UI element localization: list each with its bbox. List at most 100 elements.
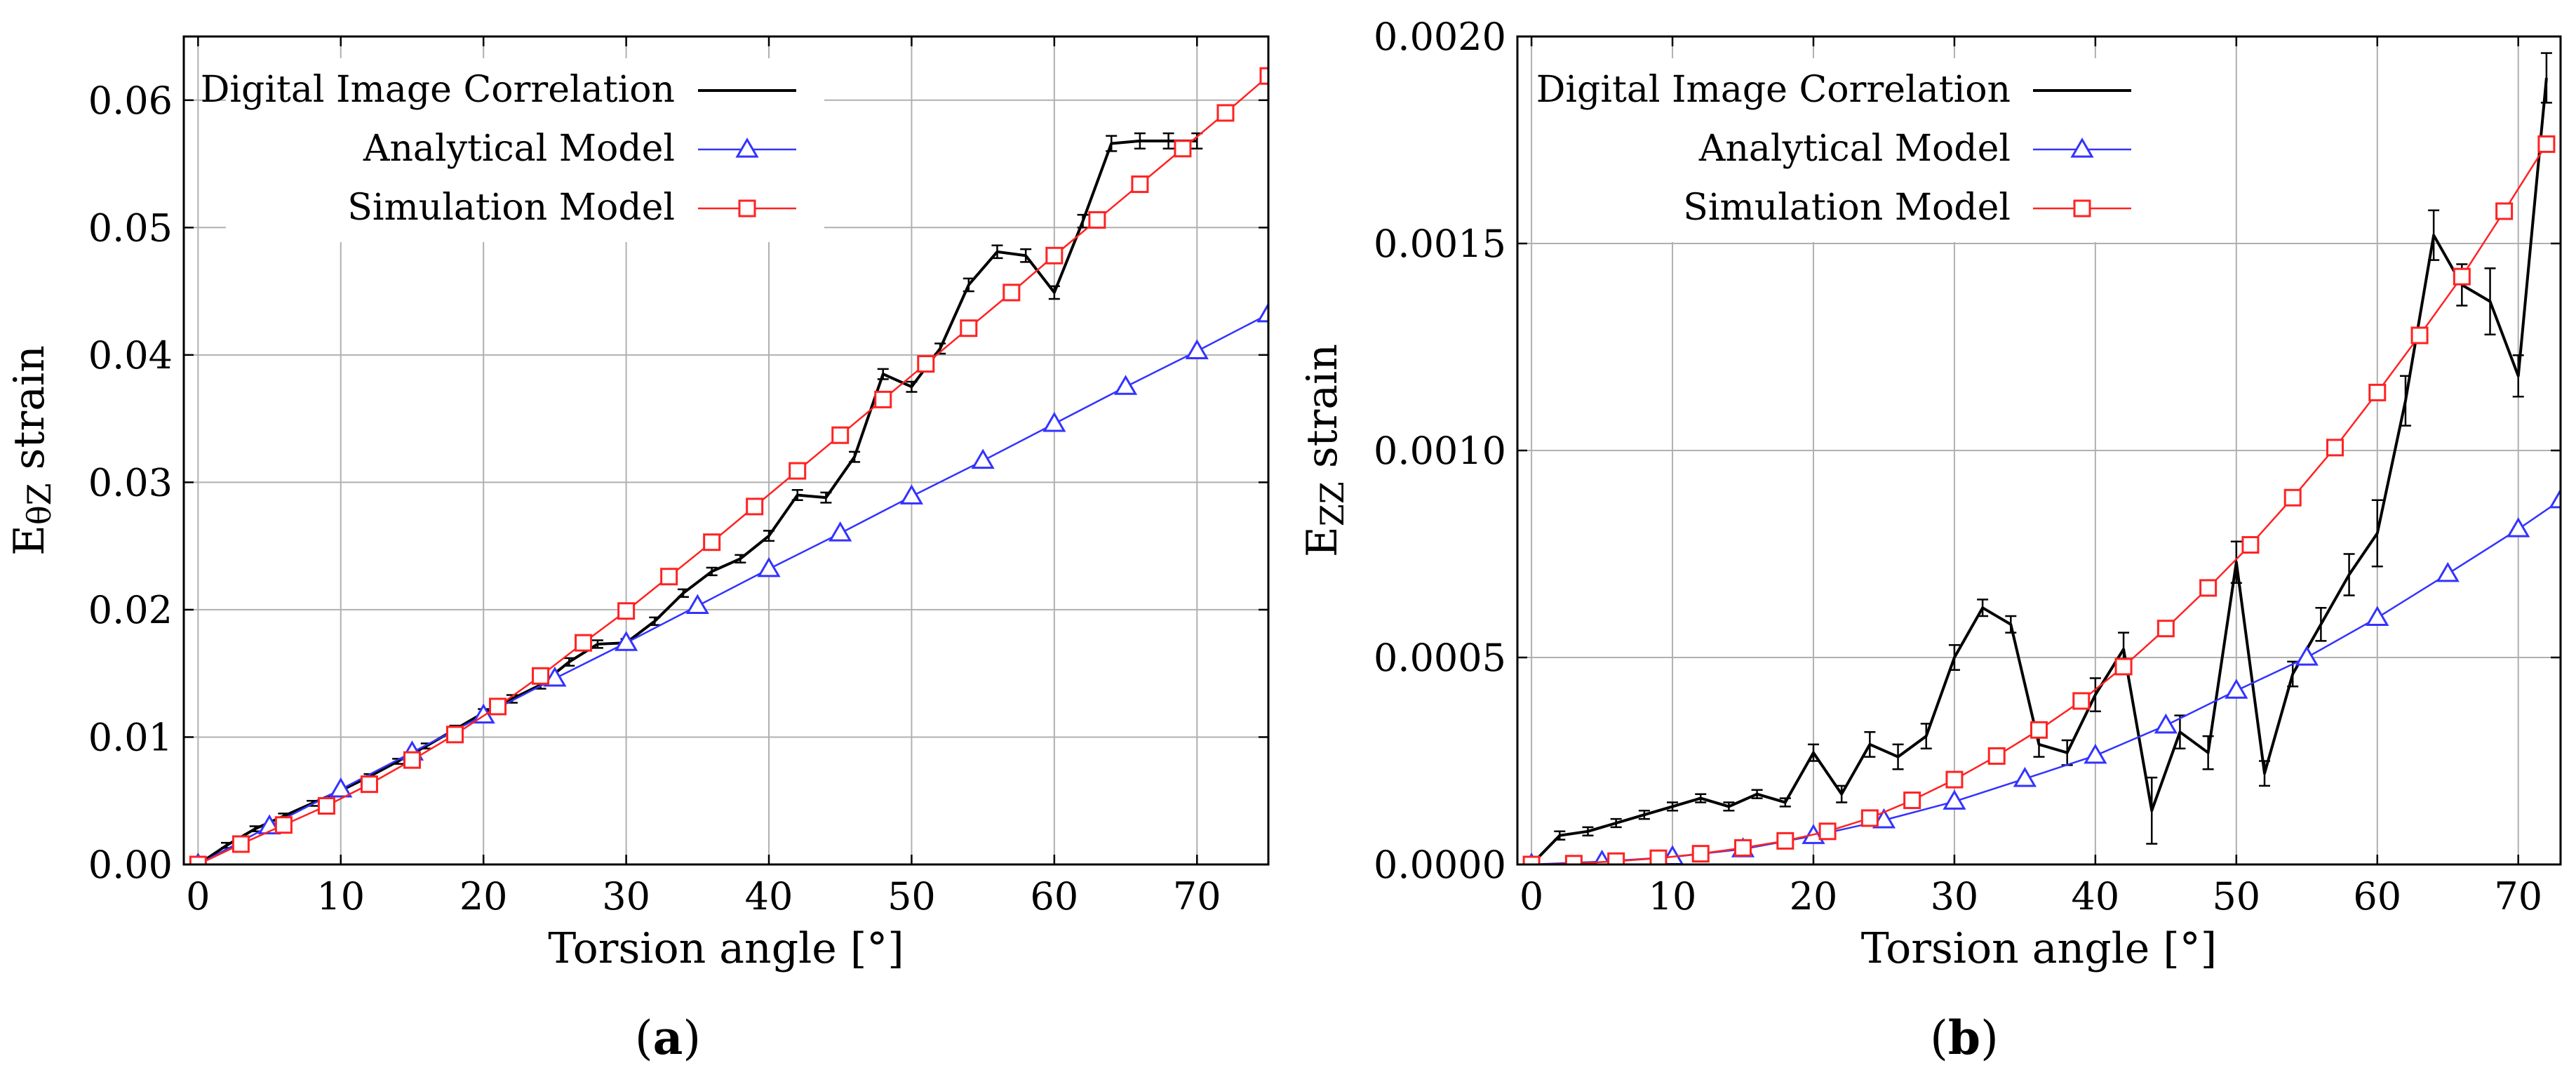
plot-area: [1522, 52, 2561, 864]
error-bar-7: [1723, 801, 1735, 812]
x-tick-label-6: 60: [2353, 874, 2401, 919]
error-bar-20: [763, 530, 775, 542]
data-point-12: [1042, 411, 1066, 432]
data-point-0: [1522, 855, 1541, 864]
data-point-15: [2156, 620, 2175, 638]
error-bar-9: [1779, 797, 1791, 808]
series-digital-image-correlation: [197, 132, 1203, 864]
data-point-22: [2453, 267, 2471, 286]
error-bar-25: [2230, 540, 2242, 585]
data-point-4: [1691, 845, 1710, 863]
data-point-24: [1216, 104, 1235, 122]
y-tick-label-3: 0.03: [88, 460, 173, 505]
error-bar-4: [1638, 810, 1650, 820]
x-tick-label-7: 70: [1173, 874, 1221, 919]
error-bar-1: [1554, 830, 1566, 841]
data-point-14: [1185, 339, 1209, 359]
series-simulation-model: [1522, 135, 2556, 864]
error-bar-31: [2399, 375, 2411, 427]
legend: Digital Image Correlation Analytical Mode…: [1536, 58, 2159, 242]
panel-caption: (b): [1930, 1010, 1999, 1065]
data-point-6: [1943, 789, 1966, 810]
data-point-11: [660, 568, 678, 586]
panel-b: 0 10 20 30 40 50 60 70 0.0000 0.0005 0.0010 0.0015 0…: [1298, 15, 2562, 1065]
y-tick-label-2: 0.0010: [1374, 429, 1506, 473]
data-point-2: [1607, 852, 1625, 864]
data-point-25: [1259, 67, 1268, 85]
error-bar-23: [849, 450, 861, 463]
error-bar-6: [1695, 793, 1707, 803]
x-axis-label: Torsion angle [°]: [548, 924, 904, 973]
legend-label-2: Simulation Model: [347, 187, 675, 229]
data-point-8: [757, 556, 781, 577]
error-bar-24: [877, 368, 889, 380]
error-bar-13: [1892, 743, 1904, 770]
error-bar-14: [591, 639, 603, 649]
error-bar-24: [2202, 735, 2214, 770]
y-axis-label: EZZ strain: [1298, 344, 1351, 557]
data-point-8: [1860, 809, 1879, 827]
error-bar-8: [1751, 789, 1763, 799]
data-point-18: [960, 319, 978, 338]
error-bar-25: [906, 380, 918, 393]
y-tick-label-5: 0.05: [88, 206, 173, 250]
error-bar-17: [2005, 615, 2017, 634]
error-bar-31: [1077, 213, 1089, 229]
data-point-16: [874, 390, 892, 408]
data-point-13: [2072, 692, 2091, 710]
data-point-5: [1734, 839, 1752, 857]
error-bar-23: [2174, 714, 2186, 750]
x-tick-label-6: 60: [1031, 874, 1079, 919]
legend-marker-2: [738, 199, 756, 218]
y-axis-label: EθZ strain: [5, 345, 58, 556]
data-point-1: [232, 835, 250, 853]
error-bar-30: [1048, 285, 1060, 300]
data-point-3: [317, 796, 335, 815]
y-tick-label-1: 0.01: [88, 715, 173, 759]
data-point-13: [746, 497, 764, 516]
data-point-19: [1002, 283, 1021, 302]
data-point-12: [703, 533, 721, 552]
error-bar-18: [706, 566, 718, 577]
panel-caption: (a): [635, 1010, 701, 1065]
series-line-1: [1531, 499, 2561, 864]
data-point-7: [2013, 766, 2037, 787]
data-point-9: [829, 521, 852, 542]
x-tick-label-2: 20: [459, 874, 508, 919]
data-point-23: [1174, 140, 1192, 158]
data-point-10: [1945, 770, 1964, 789]
error-bar-12: [1864, 730, 1876, 758]
error-bar-27: [962, 277, 974, 293]
data-point-10: [2225, 679, 2248, 699]
data-point-24: [2537, 135, 2556, 153]
x-tick-label-4: 40: [745, 874, 793, 919]
error-bar-22: [2146, 776, 2158, 845]
data-point-20: [1045, 246, 1064, 265]
legend-label-1: Analytical Model: [363, 128, 675, 170]
error-bar-26: [2259, 760, 2271, 787]
error-bar-34: [1162, 132, 1174, 150]
error-bar-32: [1106, 135, 1118, 152]
data-point-19: [2326, 439, 2344, 457]
data-point-7: [489, 697, 507, 716]
data-point-13: [1113, 375, 1138, 395]
data-point-6: [446, 726, 464, 744]
plot-frame: [182, 35, 1270, 866]
data-point-3: [1649, 849, 1668, 864]
data-point-8: [532, 667, 550, 685]
data-point-8: [2084, 743, 2107, 764]
panel-a: 0 10 20 30 40 50 60 70 0.00 0.01 0.02 0.03 0.04 0.05 0…: [5, 35, 1270, 1065]
error-bar-21: [791, 489, 803, 502]
y-tick-label-0: 0.00: [88, 843, 173, 887]
data-point-11: [1987, 747, 2006, 765]
x-tick-label-0: 0: [1520, 874, 1543, 919]
x-tick-label-4: 40: [2072, 874, 2120, 919]
error-bar-5: [1667, 801, 1679, 812]
error-bar-11: [1836, 784, 1848, 803]
series-simulation-model: [189, 67, 1268, 864]
error-bar-36: [2540, 52, 2552, 104]
data-point-7: [1818, 822, 1837, 841]
x-tick-label-2: 20: [1790, 874, 1838, 919]
legend-marker-1: [2070, 138, 2094, 158]
data-point-5: [543, 666, 567, 687]
